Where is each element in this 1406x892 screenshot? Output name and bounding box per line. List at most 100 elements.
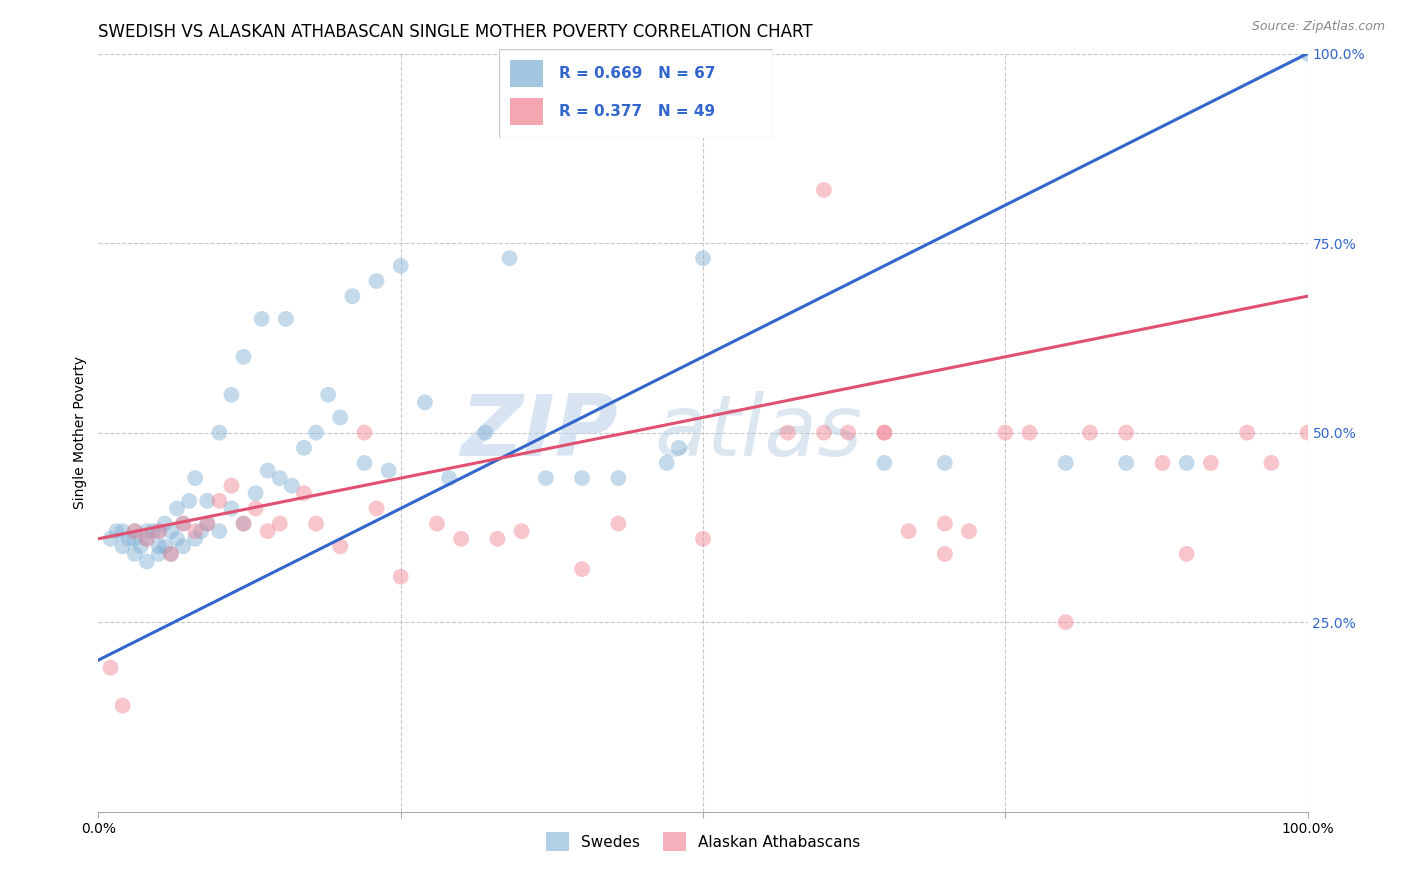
Point	[172, 539, 194, 553]
Point	[281, 479, 304, 493]
Point	[129, 539, 152, 553]
Point	[166, 532, 188, 546]
Point	[342, 289, 364, 303]
Point	[135, 532, 157, 546]
Point	[105, 524, 128, 539]
Point	[232, 516, 254, 531]
Point	[208, 524, 231, 539]
Point	[934, 456, 956, 470]
Point	[450, 532, 472, 546]
Text: R = 0.669   N = 67: R = 0.669 N = 67	[560, 66, 716, 80]
Point	[1236, 425, 1258, 440]
Point	[426, 516, 449, 531]
Point	[221, 479, 243, 493]
Point	[934, 516, 956, 531]
Point	[1175, 456, 1198, 470]
Point	[607, 516, 630, 531]
Point	[208, 494, 231, 508]
Point	[353, 456, 375, 470]
Text: SWEDISH VS ALASKAN ATHABASCAN SINGLE MOTHER POVERTY CORRELATION CHART: SWEDISH VS ALASKAN ATHABASCAN SINGLE MOT…	[98, 23, 813, 41]
Point	[389, 570, 412, 584]
Point	[274, 312, 297, 326]
Point	[184, 471, 207, 485]
Point	[111, 524, 134, 539]
Point	[994, 425, 1017, 440]
Point	[837, 425, 859, 440]
Point	[232, 350, 254, 364]
Point	[510, 524, 533, 539]
Point	[873, 425, 896, 440]
Point	[245, 501, 267, 516]
Point	[221, 387, 243, 401]
Point	[124, 532, 146, 546]
Point	[221, 501, 243, 516]
Point	[195, 516, 218, 531]
Point	[813, 425, 835, 440]
Point	[1018, 425, 1040, 440]
Point	[245, 486, 267, 500]
Point	[305, 425, 328, 440]
Point	[366, 501, 388, 516]
Point	[571, 562, 593, 576]
Point	[160, 524, 183, 539]
FancyBboxPatch shape	[510, 98, 543, 125]
Point	[172, 516, 194, 531]
FancyBboxPatch shape	[499, 49, 773, 138]
Point	[118, 532, 141, 546]
Point	[413, 395, 436, 409]
Point	[100, 532, 122, 546]
Point	[160, 547, 183, 561]
Point	[135, 524, 157, 539]
Point	[256, 524, 278, 539]
Point	[166, 501, 188, 516]
Text: R = 0.377   N = 49: R = 0.377 N = 49	[560, 104, 716, 119]
Text: Source: ZipAtlas.com: Source: ZipAtlas.com	[1251, 20, 1385, 33]
Point	[292, 486, 315, 500]
Point	[153, 539, 176, 553]
Point	[534, 471, 557, 485]
FancyBboxPatch shape	[510, 60, 543, 87]
Point	[184, 524, 207, 539]
Point	[184, 532, 207, 546]
Point	[148, 539, 170, 553]
Point	[190, 524, 212, 539]
Text: ZIP: ZIP	[461, 391, 619, 475]
Point	[377, 464, 399, 478]
Point	[135, 532, 157, 546]
Point	[111, 698, 134, 713]
Point	[1296, 46, 1319, 61]
Y-axis label: Single Mother Poverty: Single Mother Poverty	[73, 356, 87, 509]
Point	[897, 524, 920, 539]
Point	[366, 274, 388, 288]
Point	[1054, 456, 1077, 470]
Point	[232, 516, 254, 531]
Point	[135, 554, 157, 569]
Point	[124, 524, 146, 539]
Point	[873, 456, 896, 470]
Legend: Swedes, Alaskan Athabascans: Swedes, Alaskan Athabascans	[540, 826, 866, 857]
Point	[250, 312, 273, 326]
Point	[1115, 425, 1137, 440]
Point	[389, 259, 412, 273]
Point	[100, 660, 122, 675]
Point	[692, 252, 714, 266]
Point	[153, 516, 176, 531]
Point	[1115, 456, 1137, 470]
Point	[148, 547, 170, 561]
Point	[1175, 547, 1198, 561]
Point	[1260, 456, 1282, 470]
Point	[195, 516, 218, 531]
Point	[148, 524, 170, 539]
Point	[934, 547, 956, 561]
Point	[353, 425, 375, 440]
Point	[256, 464, 278, 478]
Point	[668, 441, 690, 455]
Point	[437, 471, 460, 485]
Point	[329, 539, 352, 553]
Point	[571, 471, 593, 485]
Text: atlas: atlas	[655, 391, 863, 475]
Point	[655, 456, 678, 470]
Point	[1078, 425, 1101, 440]
Point	[1296, 425, 1319, 440]
Point	[208, 425, 231, 440]
